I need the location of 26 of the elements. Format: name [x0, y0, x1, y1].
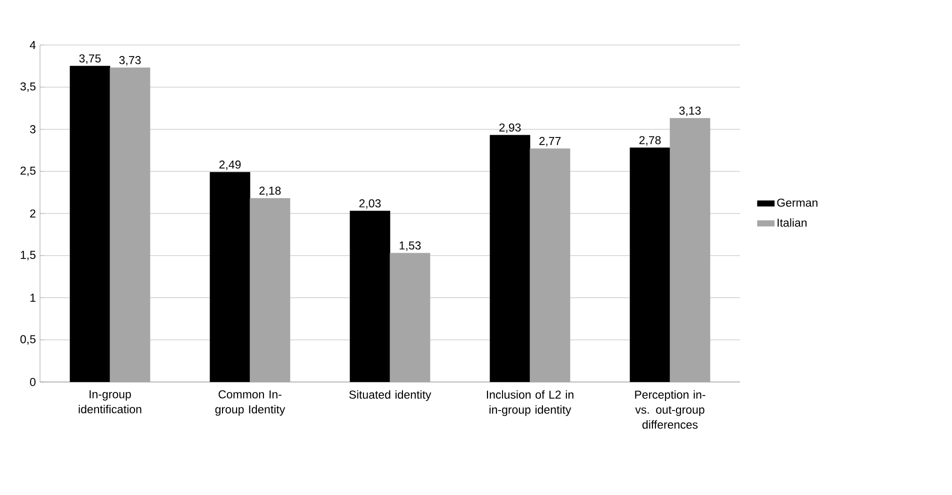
x-tick-label: Common In-group Identity [215, 390, 286, 416]
x-tick-label: Inclusion of L2 in in-group identity [486, 390, 574, 416]
data-label: 1,53 [400, 241, 421, 251]
legend-label: German [777, 198, 818, 207]
y-tick-label: 0 [30, 378, 36, 386]
y-tick-label: 2,5 [20, 166, 36, 176]
data-label: 3,75 [79, 54, 101, 64]
data-label: 2,77 [539, 136, 561, 146]
y-tick-label: 1 [30, 294, 36, 302]
data-label: 2,93 [499, 123, 521, 133]
y-tick-label: 0,5 [20, 335, 36, 345]
y-tick-label: 3 [30, 125, 36, 134]
data-label: 2,03 [359, 199, 381, 209]
y-tick-label: 1,5 [20, 250, 36, 260]
data-label: 2,78 [639, 136, 661, 146]
y-tick-label: 2 [30, 209, 36, 218]
legend-label: Italian [778, 218, 807, 227]
y-tick-label: 4 [30, 41, 36, 49]
data-label: 2,18 [259, 186, 281, 196]
y-tick-label: 3,5 [20, 82, 36, 92]
data-label: 3,73 [119, 56, 141, 66]
x-tick-label: Situated identity [349, 390, 432, 402]
data-label: 3,13 [679, 106, 701, 116]
x-tick-label: Perception in- vs. out-group differences [635, 390, 706, 429]
data-label: 2,49 [219, 160, 241, 170]
x-tick-label: In-group identification [78, 390, 142, 414]
